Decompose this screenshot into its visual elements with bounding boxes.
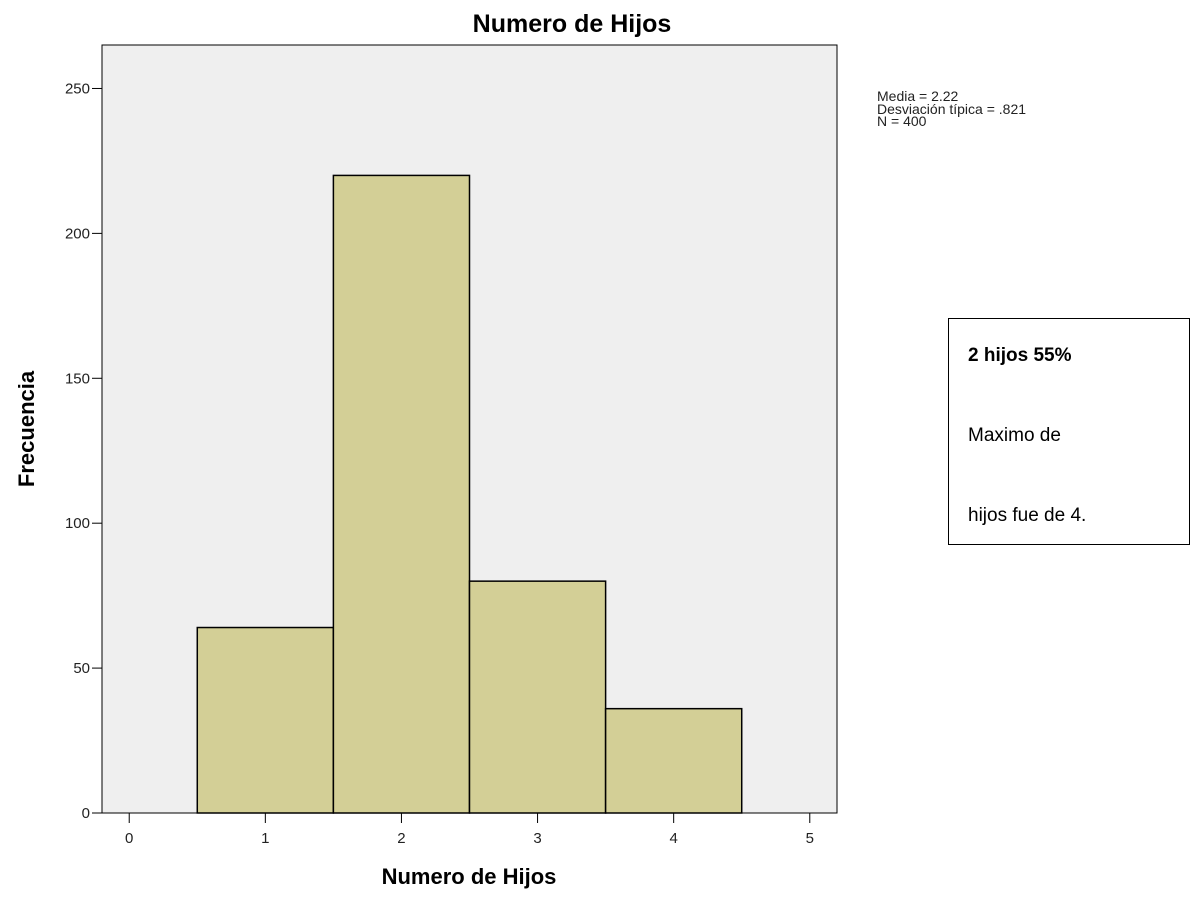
annotation-note-box: 2 hijos 55% Maximo de hijos fue de 4.: [948, 318, 1190, 545]
x-tick-label: 3: [533, 830, 541, 847]
y-tick-label: 200: [65, 225, 90, 242]
y-tick-label: 0: [82, 805, 90, 822]
y-tick-label: 100: [65, 515, 90, 532]
note-line-3: hijos fue de 4.: [968, 505, 1087, 526]
y-tick-label: 250: [65, 80, 90, 97]
stats-summary: Media = 2.22 Desviación típica = .821 N …: [877, 88, 1026, 129]
x-axis-title: Numero de Hijos: [382, 864, 557, 889]
x-tick-label: 4: [669, 830, 677, 847]
chart-title: Numero de Hijos: [473, 10, 672, 38]
note-line-1: 2 hijos 55%: [968, 345, 1072, 366]
x-tick-label: 0: [125, 830, 133, 847]
x-tick-label: 5: [806, 830, 814, 847]
y-tick-label: 150: [65, 370, 90, 387]
stats-n: N = 400: [877, 113, 927, 129]
bar-2: [332, 174, 471, 814]
y-axis: 0 50 100 150 200 250: [65, 80, 102, 822]
y-axis-title: Frecuencia: [14, 370, 39, 487]
bars-group: [196, 174, 743, 814]
y-tick-label: 50: [73, 660, 90, 677]
x-axis: 0 1 2 3 4 5: [125, 813, 814, 847]
note-line-2: Maximo de: [968, 425, 1061, 446]
bar-1: [196, 626, 335, 814]
stats-media: Media = 2.22: [877, 88, 959, 104]
stats-desviacion: Desviación típica = .821: [877, 101, 1026, 117]
x-tick-label: 2: [397, 830, 405, 847]
bar-4: [604, 707, 743, 814]
x-tick-label: 1: [261, 830, 269, 847]
bar-3: [468, 580, 607, 814]
